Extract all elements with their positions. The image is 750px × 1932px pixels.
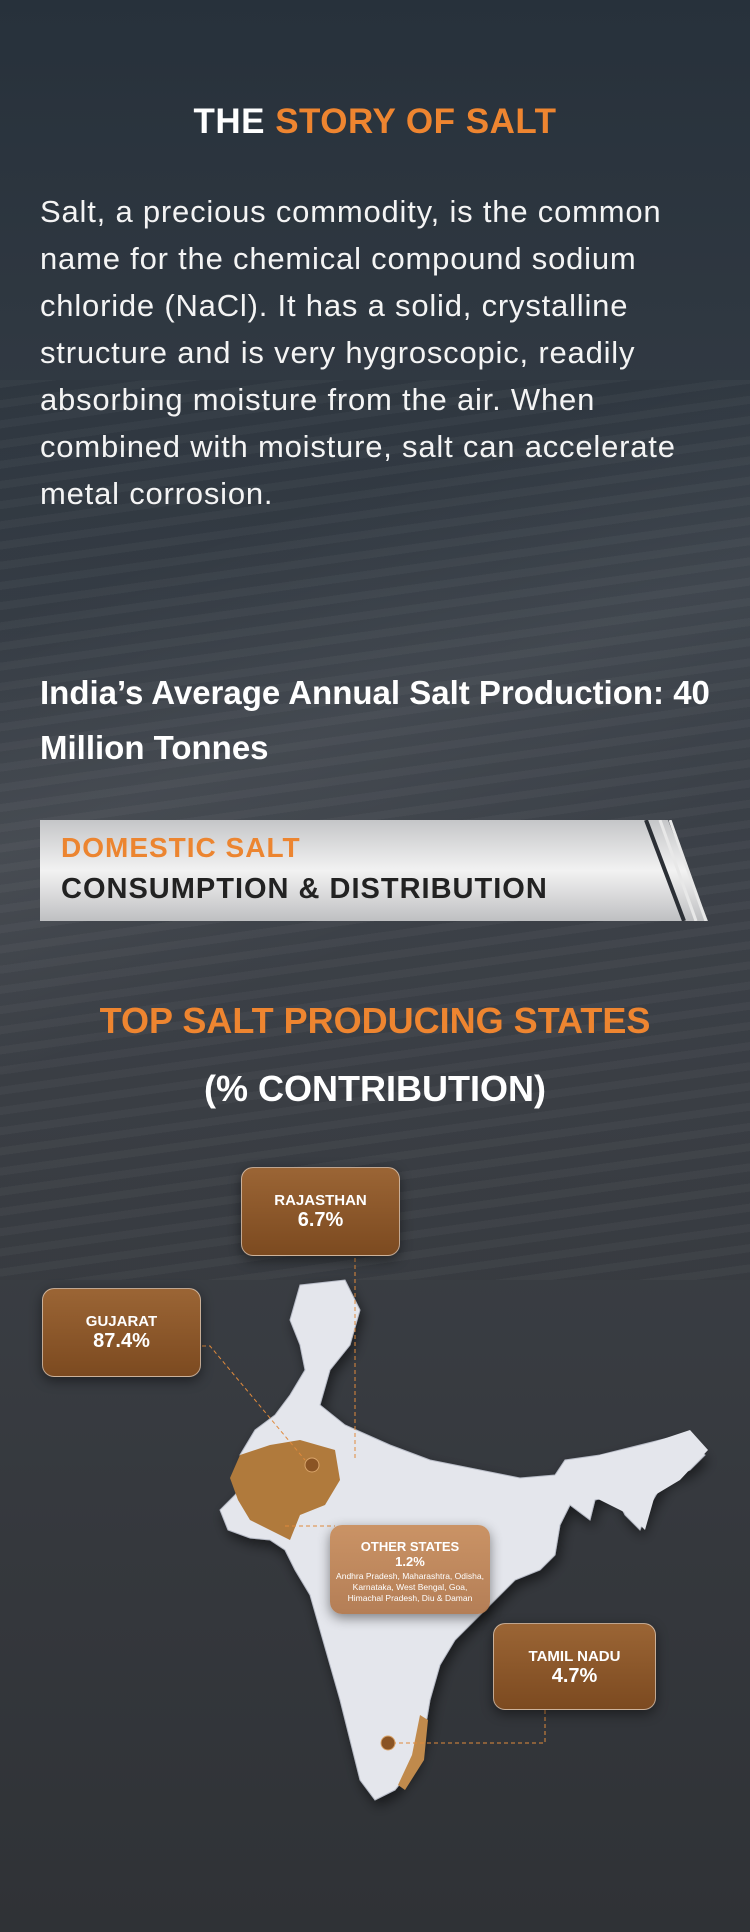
state-card-rajasthan: RAJASTHAN 6.7%	[241, 1167, 400, 1256]
state-card-other: OTHER STATES 1.2% Andhra Pradesh, Mahara…	[330, 1525, 490, 1614]
state-value: 87.4%	[93, 1330, 150, 1352]
production-heading: India’s Average Annual Salt Production: …	[40, 674, 710, 766]
banner-line-1: DOMESTIC SALT	[61, 832, 301, 863]
state-value: 6.7%	[297, 1209, 344, 1231]
state-name: RAJASTHAN	[274, 1192, 367, 1209]
state-value: 4.7%	[551, 1665, 598, 1687]
state-card-gujarat: GUJARAT 87.4%	[42, 1288, 201, 1377]
intro-paragraph: Salt, a precious commodity, is the commo…	[40, 194, 676, 511]
section-subtitle: (% CONTRIBUTION)	[204, 1068, 546, 1109]
tamil-nadu-coast	[398, 1715, 428, 1790]
india-map	[160, 1195, 708, 1801]
state-card-tamil-nadu: TAMIL NADU 4.7%	[493, 1623, 656, 1710]
page-title: THE STORY OF SALT	[193, 102, 557, 141]
stripes-decoration	[644, 820, 708, 921]
state-name: TAMIL NADU	[528, 1648, 621, 1665]
state-value: 1.2%	[395, 1554, 425, 1569]
banner-line-2: CONSUMPTION & DISTRIBUTION	[61, 873, 548, 905]
state-name: GUJARAT	[85, 1313, 158, 1330]
state-name: OTHER STATES	[360, 1539, 460, 1554]
section-title: TOP SALT PRODUCING STATES	[99, 1000, 651, 1041]
section-banner: DOMESTIC SALT CONSUMPTION & DISTRIBUTION	[40, 820, 708, 921]
state-detail: Andhra Pradesh, Maharashtra, Odisha, Kar…	[336, 1571, 484, 1603]
